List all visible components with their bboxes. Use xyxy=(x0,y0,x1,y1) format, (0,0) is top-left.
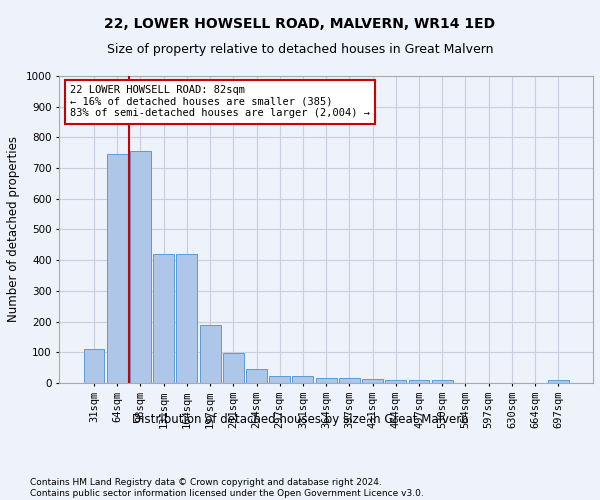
Bar xyxy=(269,376,290,383)
Bar xyxy=(316,378,337,383)
Bar xyxy=(362,379,383,383)
Bar xyxy=(409,380,430,383)
Text: Contains HM Land Registry data © Crown copyright and database right 2024.
Contai: Contains HM Land Registry data © Crown c… xyxy=(30,478,424,498)
Bar xyxy=(548,380,569,383)
Bar xyxy=(385,380,406,383)
Bar xyxy=(107,154,128,383)
Bar xyxy=(432,380,453,383)
Bar xyxy=(292,376,313,383)
Text: 22 LOWER HOWSELL ROAD: 82sqm
← 16% of detached houses are smaller (385)
83% of s: 22 LOWER HOWSELL ROAD: 82sqm ← 16% of de… xyxy=(70,85,370,118)
Bar xyxy=(223,353,244,383)
Y-axis label: Number of detached properties: Number of detached properties xyxy=(7,136,20,322)
Bar xyxy=(153,254,174,383)
Bar xyxy=(176,254,197,383)
Bar xyxy=(200,324,221,383)
Bar xyxy=(339,378,360,383)
Text: Size of property relative to detached houses in Great Malvern: Size of property relative to detached ho… xyxy=(107,42,493,56)
Bar xyxy=(83,348,104,383)
Bar xyxy=(130,151,151,383)
Bar xyxy=(246,369,267,383)
Text: 22, LOWER HOWSELL ROAD, MALVERN, WR14 1ED: 22, LOWER HOWSELL ROAD, MALVERN, WR14 1E… xyxy=(104,18,496,32)
Text: Distribution of detached houses by size in Great Malvern: Distribution of detached houses by size … xyxy=(132,413,468,426)
